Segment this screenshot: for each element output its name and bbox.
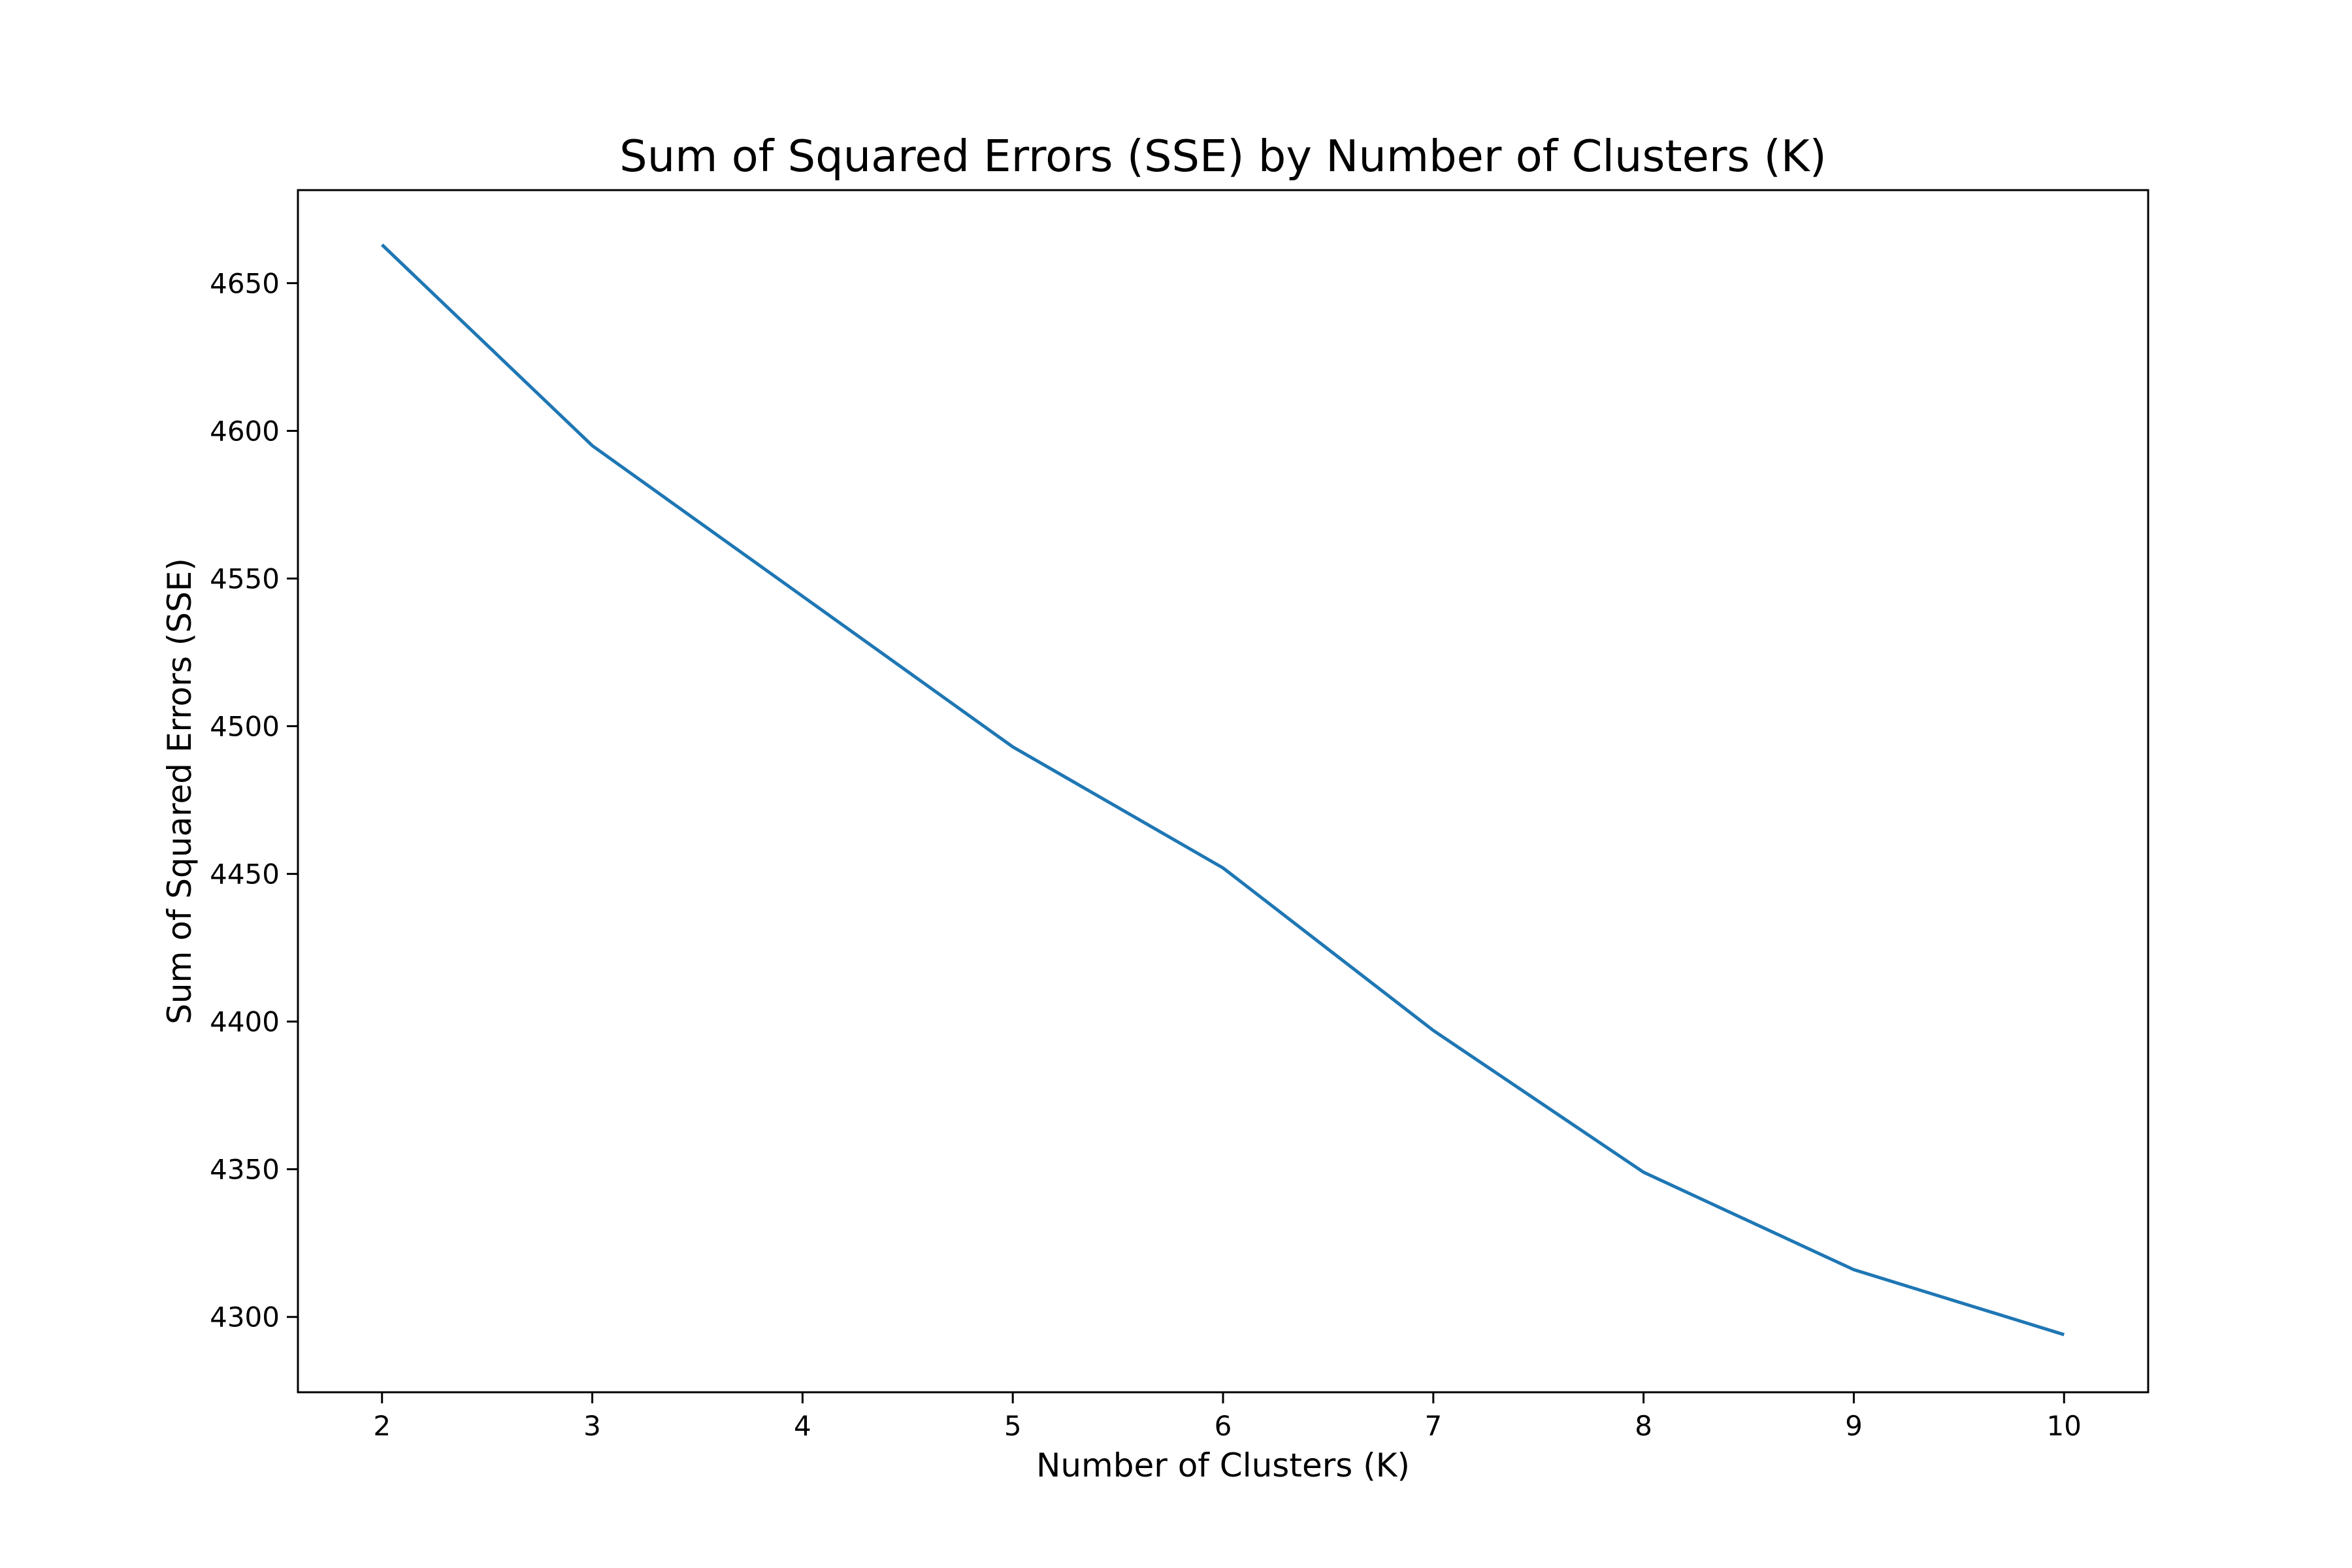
x-tick-label-4: 4	[794, 1410, 811, 1442]
x-tick-label-9: 9	[1845, 1410, 1863, 1442]
y-tick-label-4550: 4550	[210, 563, 280, 595]
x-tick-label-3: 3	[583, 1410, 601, 1442]
x-tick-label-7: 7	[1424, 1410, 1442, 1442]
x-axis-ticks: 2 3 4 5 6 7 8 9 10	[373, 1392, 2082, 1442]
x-tick-label-6: 6	[1215, 1410, 1232, 1442]
x-tick-label-5: 5	[1004, 1410, 1022, 1442]
x-tick-label-8: 8	[1635, 1410, 1652, 1442]
y-axis-ticks: 4300 4350 4400 4450 4500 4550 4600 4650	[210, 267, 298, 1333]
y-tick-label-4350: 4350	[210, 1154, 280, 1186]
y-tick-label-4400: 4400	[210, 1006, 280, 1038]
y-tick-label-4300: 4300	[210, 1301, 280, 1333]
y-tick-label-4500: 4500	[210, 711, 280, 743]
chart-title: Sum of Squared Errors (SSE) by Number of…	[619, 131, 1827, 182]
x-axis-label: Number of Clusters (K)	[1036, 1446, 1410, 1484]
y-axis-label: Sum of Squared Errors (SSE)	[161, 558, 199, 1024]
y-tick-label-4600: 4600	[210, 415, 280, 447]
y-tick-label-4650: 4650	[210, 267, 280, 299]
plot-area-frame	[297, 189, 2149, 1394]
x-tick-label-10: 10	[2047, 1410, 2082, 1442]
series-line-sse	[380, 243, 2065, 1337]
y-tick-label-4450: 4450	[210, 858, 280, 890]
x-tick-label-2: 2	[373, 1410, 391, 1442]
